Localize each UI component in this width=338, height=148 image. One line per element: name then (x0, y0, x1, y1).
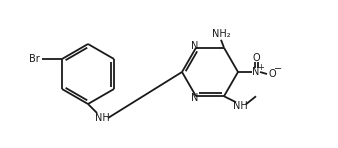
Text: NH₂: NH₂ (212, 29, 230, 39)
Text: O: O (268, 69, 276, 79)
Text: N: N (191, 41, 199, 51)
Text: −: − (274, 64, 282, 74)
Text: NH: NH (95, 113, 110, 123)
Text: NH: NH (233, 101, 247, 111)
Text: +: + (258, 63, 264, 73)
Text: N: N (191, 93, 199, 103)
Text: O: O (252, 53, 260, 63)
Text: N: N (252, 67, 260, 77)
Text: Br: Br (29, 54, 40, 64)
